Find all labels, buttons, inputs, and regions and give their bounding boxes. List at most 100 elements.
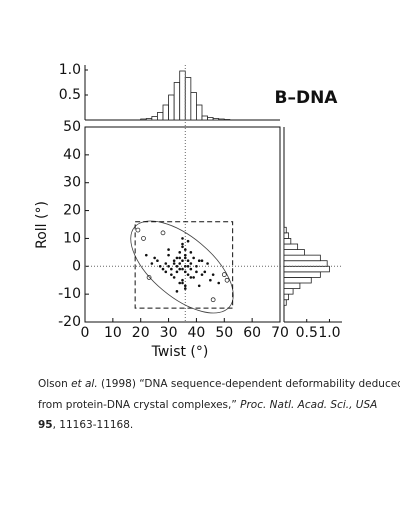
data-point [197,259,201,263]
plot-frame [84,126,281,323]
data-point [158,264,162,268]
y-tick-label: 50 [63,119,81,135]
histogram-bar [283,249,305,256]
y-tick-label: 1.0 [59,62,81,78]
data-point [178,251,182,254]
data-point [217,281,221,285]
data-point [181,278,184,282]
x-tick-label: 0.5 [296,325,318,341]
data-point [186,259,190,263]
histogram-bar [283,282,301,289]
data-point [144,253,148,257]
caption: from protein-DNA crystal complexes,” Pro… [38,399,377,411]
histogram-bar [283,293,289,301]
data-point [170,273,173,276]
outlier-point [141,236,146,241]
data-point [183,284,187,288]
data-point [186,273,190,276]
caption: Olson et al. (1998) “DNA sequence-depend… [38,378,400,390]
histogram-bar [218,118,225,121]
data-point [183,287,187,290]
dashed-box [134,221,234,309]
data-point [170,267,173,271]
histogram-bar [151,116,158,121]
x-tick-label: 30 [160,325,178,341]
histogram-bar [283,265,330,273]
data-point [197,284,201,288]
x-tick-label: 0 [81,325,90,341]
histogram-bar [283,238,292,245]
data-point [164,270,168,274]
data-point [181,245,184,249]
x-tick-label: 60 [243,325,261,341]
outlier-point [221,272,227,277]
histogram-bar [212,118,220,121]
data-point [175,256,179,260]
data-point [172,259,176,263]
y-tick-label: 40 [63,147,81,163]
data-point [186,239,190,243]
data-point [195,270,198,274]
data-point [186,264,190,268]
y-tick-label: -20 [58,314,81,330]
x-tick-label: 1.0 [318,325,340,341]
x-tick-label: 40 [188,325,206,341]
data-point [209,278,212,282]
data-point [178,267,182,271]
histogram-bar [140,118,147,121]
data-point [181,281,184,285]
chart-title: B–DNA [275,88,339,108]
data-point [181,259,184,263]
data-point [183,270,187,274]
y-axis-label: Roll (°) [34,201,50,249]
data-point [178,281,182,285]
data-point [189,276,193,279]
data-point [206,262,209,265]
outlier-point [135,227,141,233]
histogram-bar [179,70,186,121]
data-point [189,267,193,271]
y-tick-label: 0 [72,258,81,274]
x-tick-label: 10 [104,325,122,341]
data-point [195,264,198,268]
data-point [192,256,195,260]
histogram-bar [162,104,169,121]
confidence-ellipse [130,220,234,314]
data-point [181,237,184,240]
data-point [167,253,170,257]
histogram-bar [283,288,294,295]
histogram-bar [145,118,153,121]
data-point [183,256,187,260]
x-tick-label: 70 [271,325,289,341]
data-point [200,273,204,276]
histogram-bar [223,119,231,121]
data-point [150,262,154,265]
data-point [153,256,156,260]
histogram-bar [283,299,287,306]
data-point [161,267,165,271]
data-point [183,253,187,257]
histogram-bar [168,94,175,121]
data-point [175,270,179,274]
x-axis-label: Twist (°) [151,344,209,360]
y-tick-label: 0.5 [59,87,81,103]
data-point [181,267,184,271]
x-tick-label: 50 [215,325,233,341]
histogram-bar [283,260,328,267]
histogram-bar [173,82,181,121]
data-point [183,248,187,251]
histogram-bar [201,115,208,121]
y-tick-label: 20 [63,203,81,219]
outlier-point [146,275,152,280]
data-point [178,256,182,260]
histogram-bar [190,92,197,121]
histogram-bar [184,77,192,121]
data-point [156,259,159,263]
histogram-bar [283,271,321,278]
y-tick-label: -10 [58,286,81,302]
data-point [172,262,176,265]
caption: 95, 11163-11168. [38,419,133,431]
data-point [172,276,176,279]
